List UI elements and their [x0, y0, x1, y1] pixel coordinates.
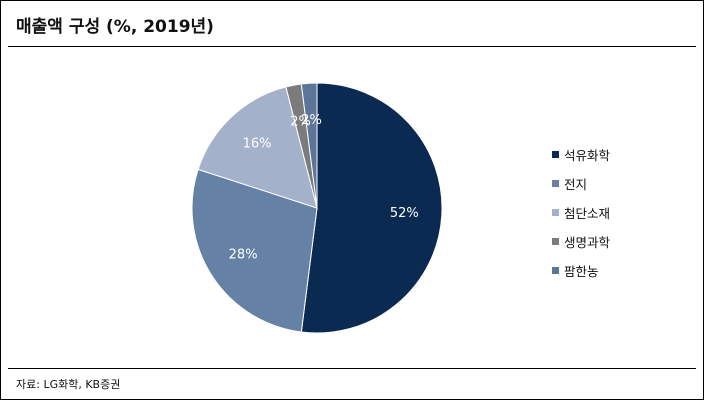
legend-item-1: 석유화학: [552, 140, 610, 169]
pie-slice-2: [191, 168, 318, 333]
legend-label: 첨단소재: [564, 206, 611, 221]
bottom-divider: [8, 368, 696, 369]
legend-swatch: [552, 180, 559, 187]
top-divider: [8, 46, 696, 47]
legend-item-4: 생명과학: [552, 227, 610, 256]
pie-slice-5: [300, 82, 318, 209]
legend-label: 생명과학: [564, 235, 611, 250]
chart-title: 매출액 구성 (%, 2019년): [16, 17, 214, 37]
pie-slice-1: [300, 82, 443, 334]
slice-value-label-4: 2%: [290, 115, 311, 130]
legend-swatch: [552, 267, 559, 274]
slice-value-label-3: 16%: [243, 137, 272, 152]
legend-swatch: [552, 151, 559, 158]
slice-value-label-1: 52%: [390, 206, 419, 221]
source-note: 자료: LG화학, KB증권: [16, 378, 121, 391]
legend-swatch: [552, 238, 559, 245]
legend-item-2: 전지: [552, 169, 610, 198]
legend-label: 팜한농: [564, 264, 599, 279]
pie-chart: 52% 28% 16% 2%2%: [191, 82, 443, 334]
legend-item-5: 팜한농: [552, 256, 610, 285]
legend-label: 전지: [564, 177, 588, 192]
legend-swatch: [552, 209, 559, 216]
pie-slice-3: [197, 86, 318, 209]
legend-item-3: 첨단소재: [552, 198, 610, 227]
slice-value-label-2: 28%: [229, 247, 258, 262]
slice-value-label-5: 2%: [301, 113, 322, 128]
legend-label: 석유화학: [564, 148, 611, 163]
